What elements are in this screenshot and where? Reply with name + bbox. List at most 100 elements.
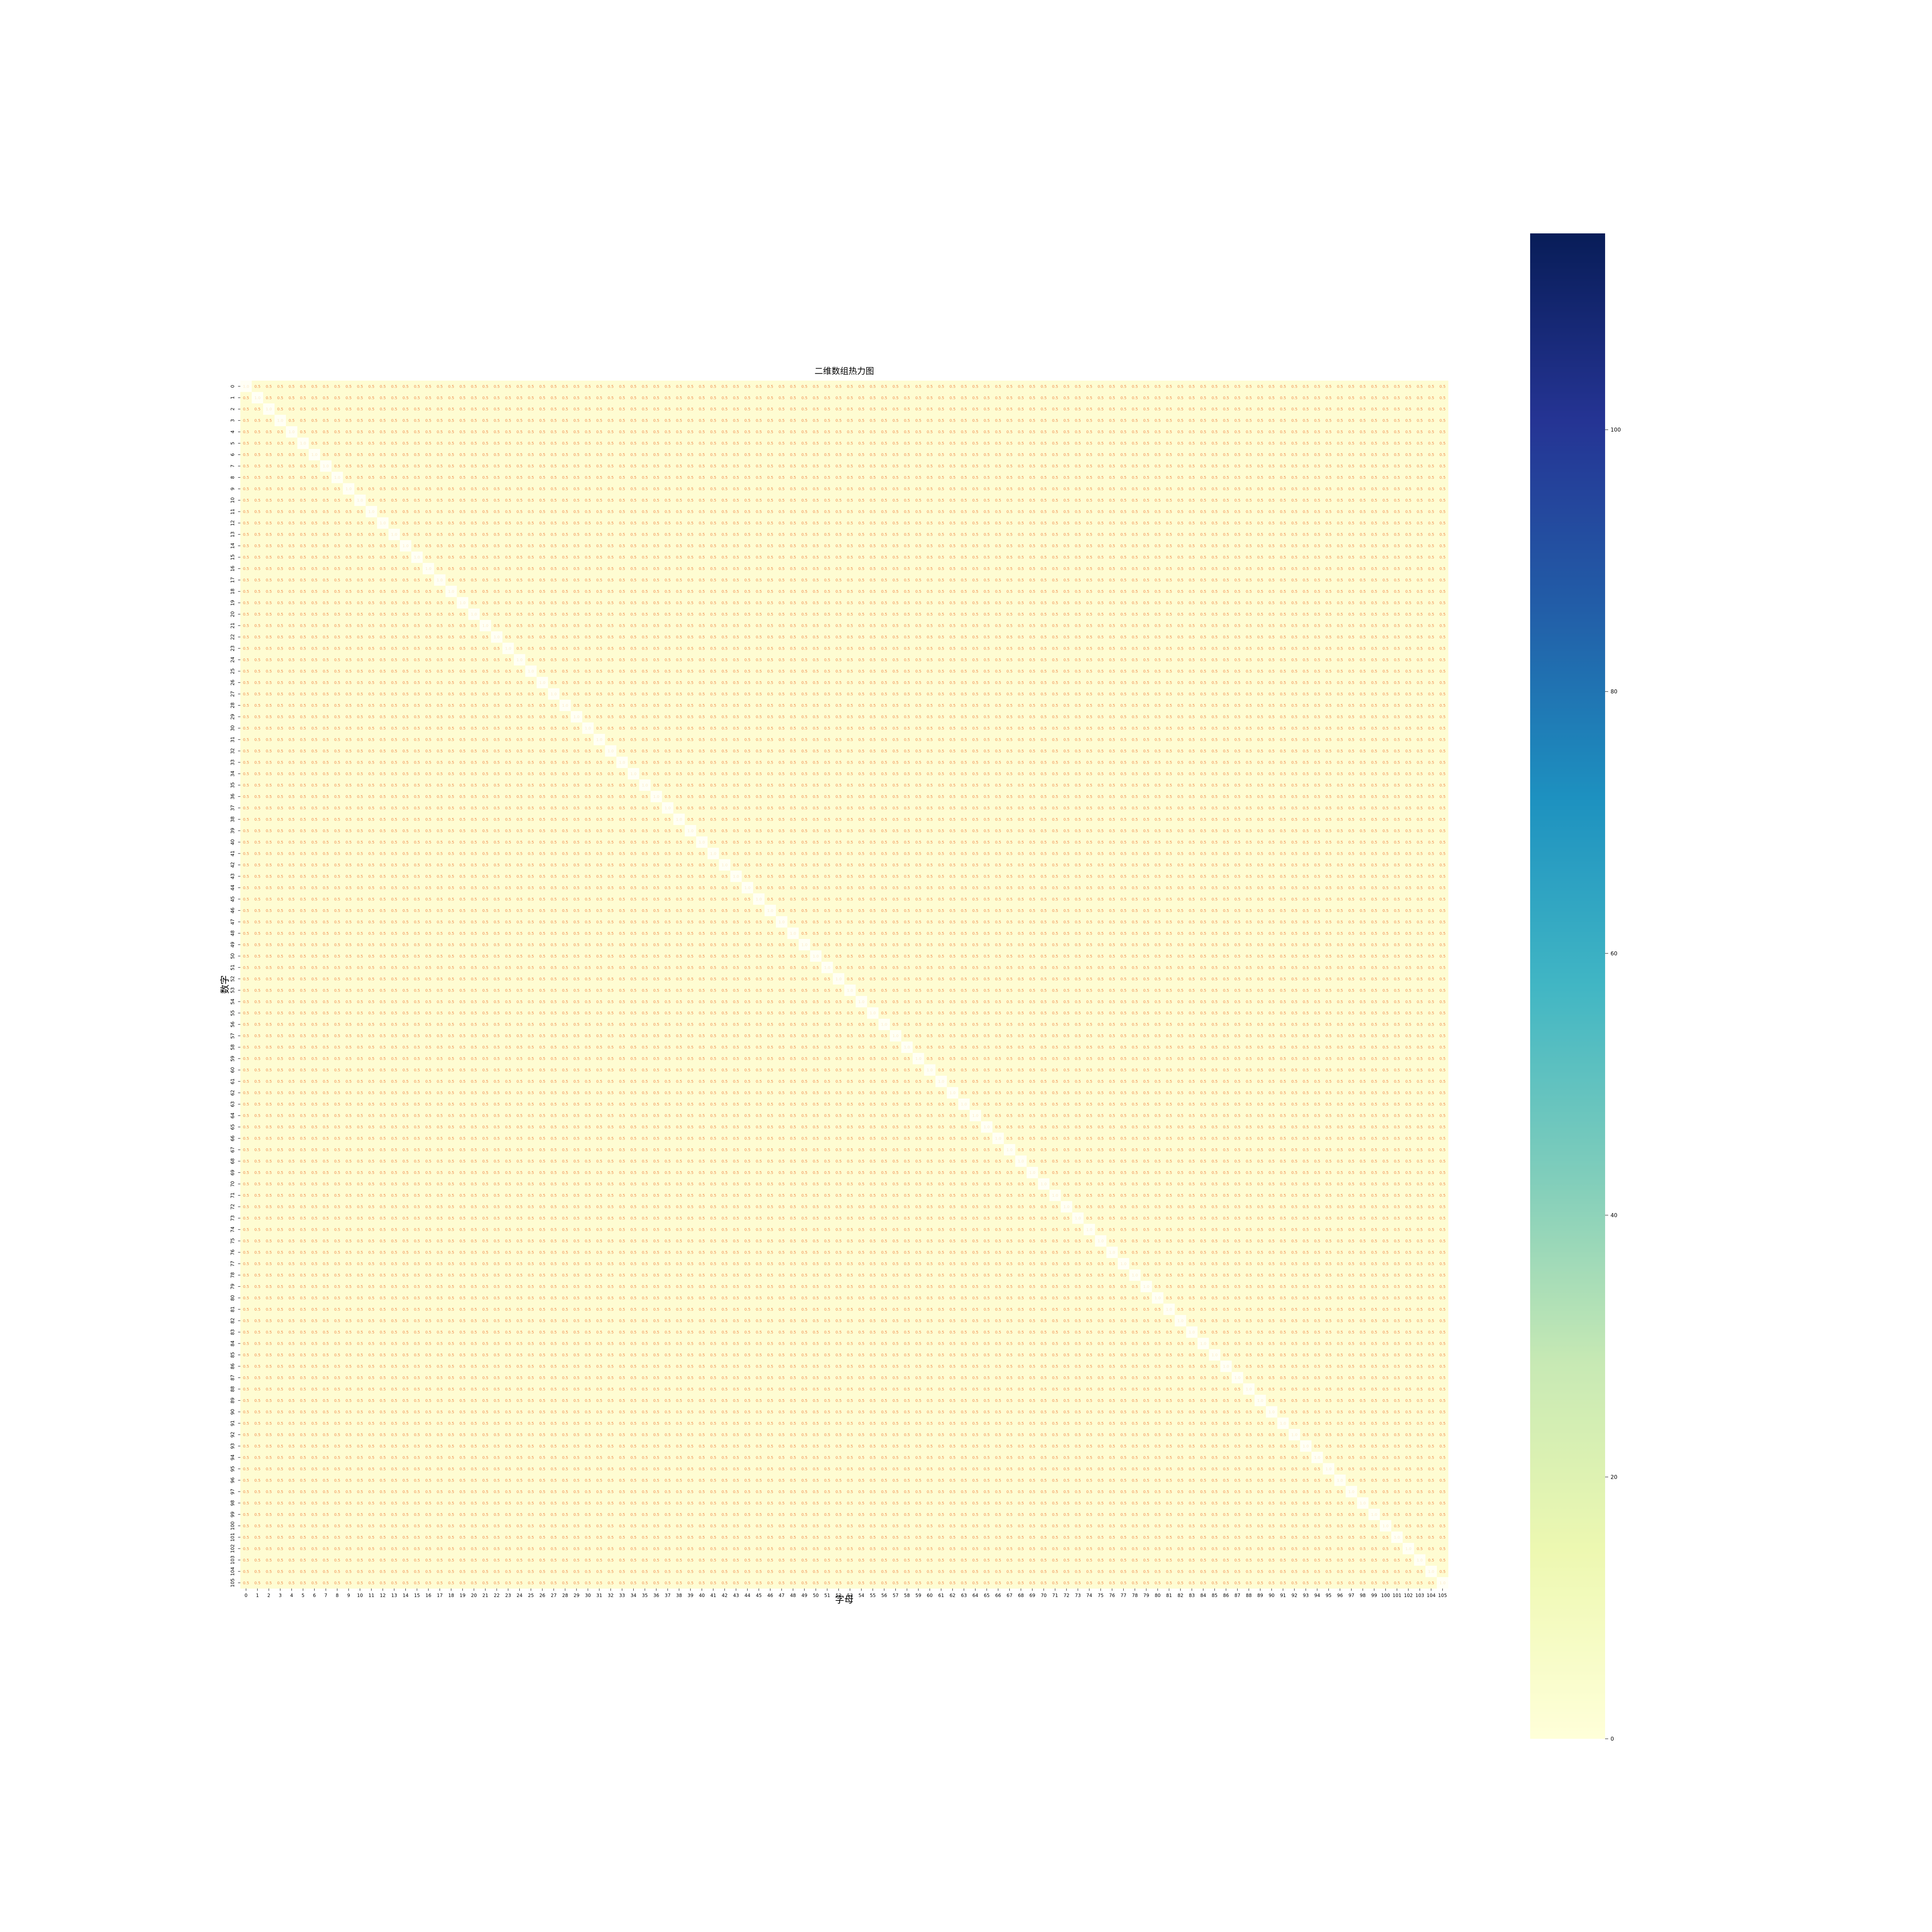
heatmap-cell [639, 381, 651, 392]
heatmap-cell [719, 392, 731, 404]
heatmap-cell [787, 381, 799, 392]
heatmap-cell [582, 392, 594, 404]
heatmap-cell [1403, 381, 1414, 392]
heatmap-cell [1049, 381, 1061, 392]
heatmap-cell [457, 381, 469, 392]
heatmap-cell [969, 392, 981, 404]
heatmap-cell [935, 392, 947, 404]
heatmap-cell [1243, 381, 1255, 392]
heatmap-cell [491, 392, 503, 404]
heatmap-cell [263, 392, 275, 404]
heatmap-cell [799, 381, 810, 392]
heatmap-cell [958, 381, 970, 392]
heatmap-cell [901, 392, 913, 404]
heatmap-cell [719, 381, 731, 392]
heatmap-cell [764, 381, 776, 392]
chart-title: 二维数组热力图 [815, 367, 874, 376]
heatmap-cell [377, 381, 389, 392]
heatmap-cell [1129, 381, 1141, 392]
heatmap-cell [388, 381, 400, 392]
heatmap-cell [685, 381, 696, 392]
heatmap-cell [400, 392, 412, 404]
heatmap-cell [1061, 381, 1073, 392]
heatmap-cell [605, 381, 617, 392]
heatmap-cell [924, 392, 936, 404]
heatmap-cell [445, 381, 457, 392]
heatmap-cell [1003, 392, 1015, 404]
heatmap-cell [616, 392, 628, 404]
heatmap-cell [1220, 381, 1232, 392]
heatmap-cell [1277, 381, 1289, 392]
heatmap-cell [331, 381, 343, 392]
heatmap-cell [878, 381, 890, 392]
heatmap-cell [366, 381, 378, 392]
heatmap-cell [536, 381, 548, 392]
heatmap-cell [947, 392, 959, 404]
heatmap-cell [924, 381, 936, 392]
heatmap-cell [480, 392, 492, 404]
heatmap-cell [867, 392, 879, 404]
heatmap-cell [400, 381, 412, 392]
heatmap-cell [1152, 381, 1164, 392]
heatmap-cell [650, 381, 662, 392]
heatmap-cell [981, 392, 993, 404]
heatmap-cell [776, 392, 787, 404]
heatmap-cell [1015, 392, 1027, 404]
heatmap-cell [525, 381, 537, 392]
heatmap-cell [764, 392, 776, 404]
heatmap-cell [1323, 381, 1335, 392]
heatmap-cell [366, 392, 378, 404]
heatmap-cell [594, 381, 605, 392]
heatmap-cell [742, 392, 753, 404]
heatmap-cell [1334, 381, 1346, 392]
heatmap-cell [605, 392, 617, 404]
heatmap-cell [1038, 392, 1050, 404]
heatmap-cell [855, 392, 867, 404]
heatmap-cell [799, 392, 810, 404]
heatmap-cell [650, 392, 662, 404]
heatmap-cell [320, 392, 332, 404]
heatmap-cell [1380, 381, 1391, 392]
heatmap-cell [707, 392, 719, 404]
heatmap-cell [969, 381, 981, 392]
heatmap-cell [240, 392, 252, 404]
heatmap-cell [297, 392, 309, 404]
heatmap-cell [286, 392, 298, 404]
heatmap-cell [377, 392, 389, 404]
heatmap-cell [388, 392, 400, 404]
heatmap-cell [514, 392, 526, 404]
heatmap-cell [981, 381, 993, 392]
heatmap-cell [457, 392, 469, 404]
heatmap-cell [1437, 381, 1449, 392]
heatmap-cell [844, 381, 856, 392]
heatmap-cell [628, 381, 639, 392]
heatmap-cell [730, 381, 742, 392]
heatmap-cell [753, 381, 765, 392]
heatmap-cell [833, 392, 845, 404]
heatmap-cell [594, 392, 605, 404]
heatmap-cell [468, 381, 480, 392]
heatmap-cell [628, 392, 639, 404]
heatmap-cell [867, 381, 879, 392]
heatmap-cell [901, 381, 913, 392]
heatmap-cell [1026, 381, 1038, 392]
heatmap-cell [548, 392, 560, 404]
heatmap-cell [1289, 381, 1300, 392]
heatmap-cell [1300, 381, 1312, 392]
heatmap-cell [286, 381, 298, 392]
heatmap-cell [343, 392, 355, 404]
heatmap-cell [833, 381, 845, 392]
heatmap-cell [878, 392, 890, 404]
heatmap-cell [912, 392, 924, 404]
heatmap-cell [1026, 392, 1038, 404]
heatmap-cell [1209, 381, 1221, 392]
heatmap-cell [1231, 381, 1243, 392]
heatmap-cell [855, 381, 867, 392]
heatmap-cell [468, 392, 480, 404]
heatmap-cell [240, 381, 252, 392]
heatmap-cell [252, 381, 264, 392]
heatmap-cell [525, 392, 537, 404]
heatmap-cell [1175, 381, 1187, 392]
heatmap-cell [297, 381, 309, 392]
